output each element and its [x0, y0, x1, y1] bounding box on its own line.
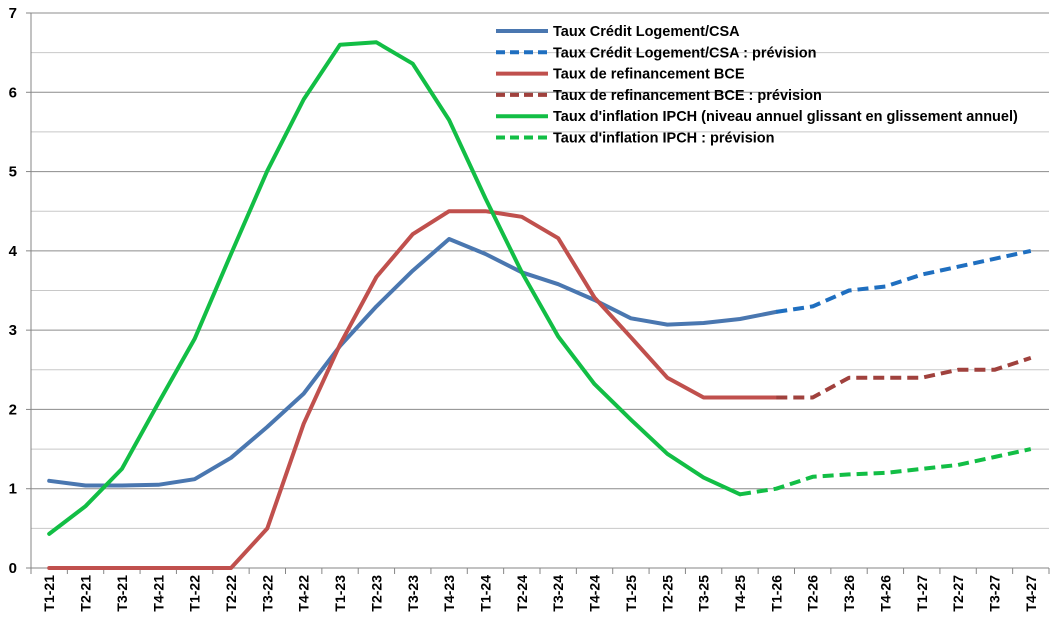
- x-tick-label: T2-27: [950, 575, 966, 612]
- series-lines: [47, 40, 1032, 570]
- x-tick-label: T1-21: [41, 575, 57, 612]
- x-tick-label: T2-21: [78, 575, 94, 612]
- y-tick-label: 0: [9, 560, 17, 577]
- x-tick-label: T1-24: [477, 575, 493, 612]
- y-tick-label: 4: [9, 243, 18, 260]
- x-tick-label: T2-26: [805, 575, 821, 612]
- legend-label-5: Taux d'inflation IPCH (niveau annuel gli…: [553, 109, 1018, 125]
- gridlines: [31, 12, 1049, 529]
- y-tick-label: 2: [9, 401, 17, 418]
- legend-label-6: Taux d'inflation IPCH : prévision: [553, 131, 775, 147]
- y-tick-label: 5: [9, 164, 17, 181]
- series-line-5: [47, 40, 742, 536]
- y-axis-ticks: 0 1 2 3 4 5 6 7: [9, 5, 31, 577]
- y-tick-label: 6: [9, 84, 17, 101]
- legend-label-4: Taux de refinancement BCE : prévision: [553, 88, 822, 104]
- x-tick-label: T3-24: [550, 575, 566, 612]
- x-tick-label: T3-23: [405, 575, 421, 612]
- x-tick-label: T2-25: [659, 575, 675, 612]
- x-tick-label: T4-26: [877, 575, 893, 612]
- x-tick-label: T1-27: [914, 575, 930, 612]
- series-line-3: [47, 209, 779, 570]
- x-axis-ticks: T1-21 T2-21 T3-21 T4-21 T1-22 T2-22 T3-22 T4-22…: [30, 568, 1050, 612]
- x-tick-label: T1-25: [623, 575, 639, 612]
- legend-label-2: Taux Crédit Logement/CSA : prévision: [553, 45, 816, 61]
- x-tick-label: T3-22: [259, 575, 275, 612]
- x-tick-label: T4-21: [150, 575, 166, 612]
- series-line-2: [776, 248, 1032, 314]
- series-line-1: [47, 237, 779, 488]
- x-tick-label: T4-27: [1023, 575, 1039, 612]
- x-tick-label: T1-26: [768, 575, 784, 612]
- x-tick-label: T3-21: [114, 575, 130, 612]
- x-tick-label: T4-23: [441, 575, 457, 612]
- series-line-4: [776, 355, 1032, 400]
- legend-label-1: Taux Crédit Logement/CSA: [553, 24, 740, 40]
- x-tick-label: T1-22: [187, 575, 203, 612]
- legend: Taux Crédit Logement/CSA Taux Crédit Loge…: [496, 24, 1018, 147]
- x-tick-label: T3-27: [986, 575, 1002, 612]
- series-line-6: [739, 447, 1032, 497]
- x-tick-label: T2-24: [514, 575, 530, 612]
- x-tick-label: T3-26: [841, 575, 857, 612]
- legend-label-3: Taux de refinancement BCE: [553, 67, 745, 83]
- x-tick-label: T1-23: [332, 575, 348, 612]
- y-tick-label: 3: [9, 322, 17, 339]
- x-tick-label: T3-25: [696, 575, 712, 612]
- y-tick-label: 7: [9, 5, 17, 22]
- x-tick-label: T2-22: [223, 575, 239, 612]
- x-tick-label: T4-22: [296, 575, 312, 612]
- x-tick-label: T4-24: [587, 575, 603, 612]
- x-tick-label: T4-25: [732, 575, 748, 612]
- y-tick-label: 1: [9, 481, 17, 498]
- x-tick-label: T2-23: [368, 575, 384, 612]
